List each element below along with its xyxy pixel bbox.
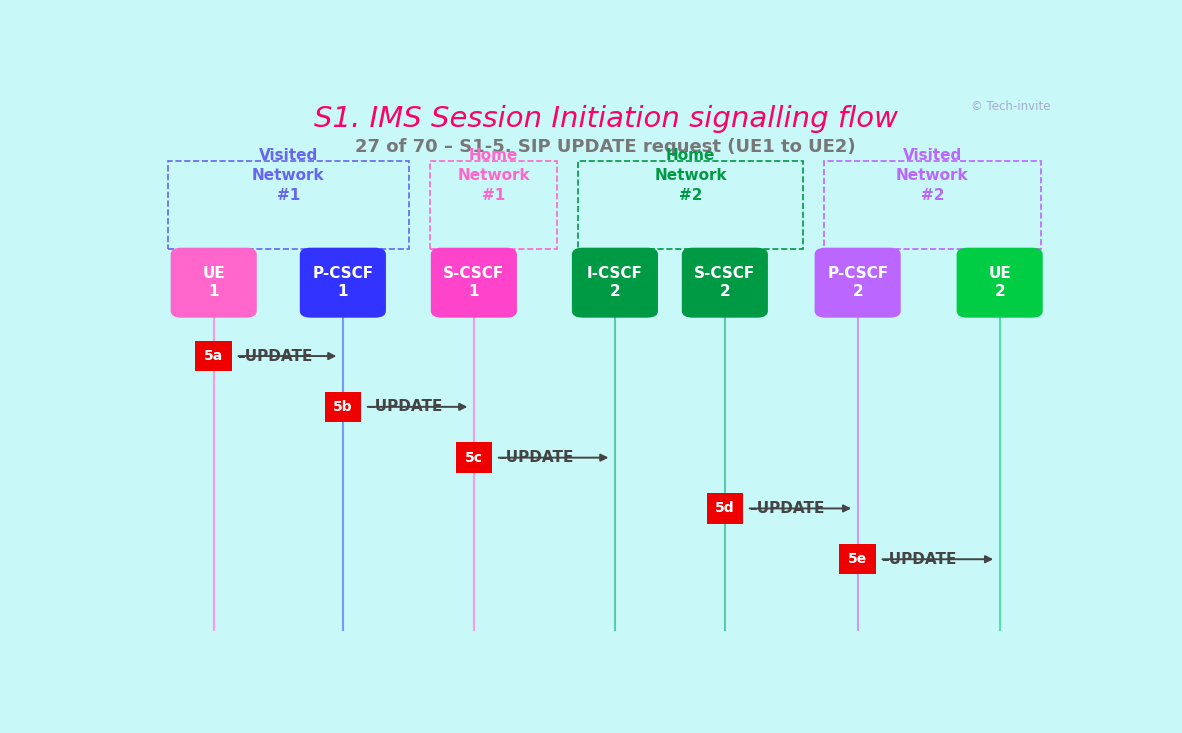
Text: 5a: 5a xyxy=(204,349,223,363)
Text: Visited
Network
#1: Visited Network #1 xyxy=(252,148,325,203)
Text: 5b: 5b xyxy=(333,400,352,414)
FancyBboxPatch shape xyxy=(839,544,876,575)
Text: P-CSCF
2: P-CSCF 2 xyxy=(827,266,888,300)
FancyBboxPatch shape xyxy=(300,248,385,317)
Text: S-CSCF
1: S-CSCF 1 xyxy=(443,266,505,300)
FancyBboxPatch shape xyxy=(325,391,362,422)
FancyBboxPatch shape xyxy=(455,443,492,473)
FancyBboxPatch shape xyxy=(572,248,658,317)
Text: 5c: 5c xyxy=(465,451,483,465)
FancyBboxPatch shape xyxy=(195,341,232,372)
Text: P-CSCF
1: P-CSCF 1 xyxy=(312,266,374,300)
Text: –UPDATE: –UPDATE xyxy=(366,399,442,414)
Text: –UPDATE: –UPDATE xyxy=(238,349,313,364)
Text: 5e: 5e xyxy=(847,552,868,566)
Text: –UPDATE: –UPDATE xyxy=(748,501,824,516)
FancyBboxPatch shape xyxy=(170,248,256,317)
Text: I-CSCF
2: I-CSCF 2 xyxy=(587,266,643,300)
FancyBboxPatch shape xyxy=(814,248,901,317)
Text: © Tech-invite: © Tech-invite xyxy=(970,100,1050,114)
FancyBboxPatch shape xyxy=(430,248,517,317)
Text: Visited
Network
#2: Visited Network #2 xyxy=(896,148,969,203)
Text: UE
1: UE 1 xyxy=(202,266,225,300)
Text: –UPDATE: –UPDATE xyxy=(882,552,957,567)
Text: S-CSCF
2: S-CSCF 2 xyxy=(694,266,755,300)
Text: –UPDATE: –UPDATE xyxy=(498,450,573,465)
FancyBboxPatch shape xyxy=(956,248,1043,317)
Text: 27 of 70 – S1-5. SIP UPDATE request (UE1 to UE2): 27 of 70 – S1-5. SIP UPDATE request (UE1… xyxy=(356,139,856,156)
Text: 5d: 5d xyxy=(715,501,735,515)
Text: UE
2: UE 2 xyxy=(988,266,1011,300)
Text: Home
Network
#1: Home Network #1 xyxy=(457,148,530,203)
Text: Home
Network
#2: Home Network #2 xyxy=(654,148,727,203)
FancyBboxPatch shape xyxy=(707,493,743,523)
FancyBboxPatch shape xyxy=(682,248,768,317)
Text: S1. IMS Session Initiation signalling flow: S1. IMS Session Initiation signalling fl… xyxy=(313,105,898,133)
